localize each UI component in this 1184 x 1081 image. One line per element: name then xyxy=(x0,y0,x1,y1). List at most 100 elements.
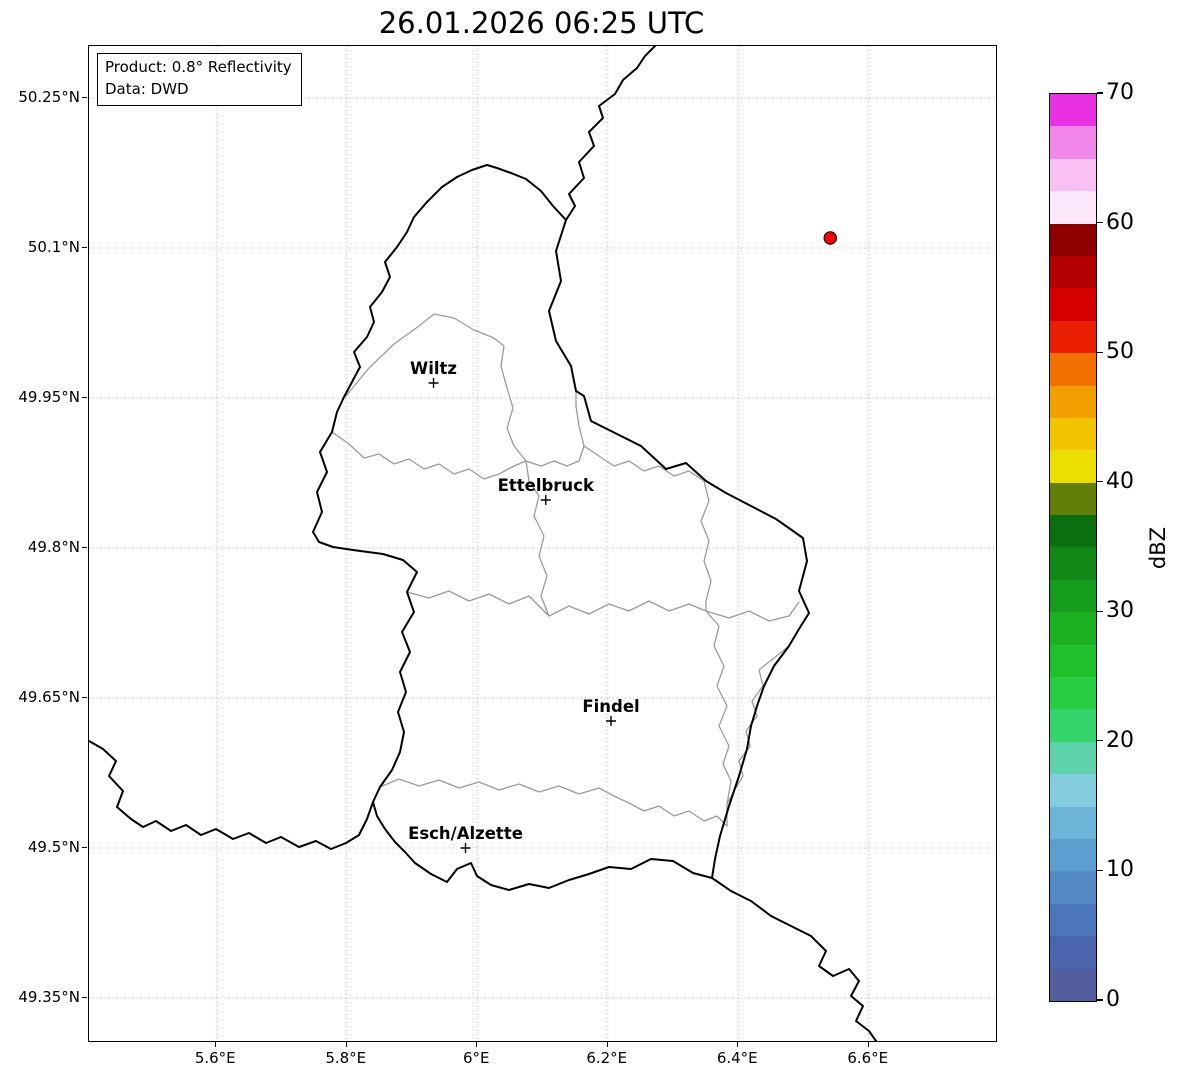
product-label: Product: 0.8° Reflectivity xyxy=(105,58,292,76)
y-axis-tick-mark xyxy=(82,397,87,399)
colorbar-segment xyxy=(1050,677,1096,710)
city-marker-group: Esch/Alzette xyxy=(408,824,523,853)
colorbar-segment xyxy=(1050,774,1096,807)
colorbar-tick-mark xyxy=(1097,869,1103,872)
neighbor-border-southwest xyxy=(89,740,374,850)
colorbar-segment xyxy=(1050,903,1096,937)
canton-border-line xyxy=(705,610,732,827)
y-axis-tick-label: 50.25°N xyxy=(18,88,80,106)
data-source-label: Data: DWD xyxy=(105,79,189,98)
colorbar xyxy=(1049,93,1097,1002)
colorbar-tick-mark xyxy=(1097,92,1103,94)
info-box: Product: 0.8° Reflectivity Data: DWD xyxy=(97,53,302,106)
colorbar-segment xyxy=(1050,806,1096,839)
colorbar-segment xyxy=(1050,838,1096,872)
colorbar-segment xyxy=(1050,450,1096,483)
colorbar-tick-mark xyxy=(1097,999,1103,1001)
neighbor-border-north xyxy=(565,46,656,221)
y-axis-tick-label: 49.35°N xyxy=(18,988,80,1006)
canton-border-line xyxy=(345,313,585,467)
y-axis-tick-label: 49.5°N xyxy=(27,838,80,856)
city-marker-group: Ettelbruck xyxy=(498,476,595,505)
x-axis-tick-label: 6.4°E xyxy=(716,1049,758,1067)
colorbar-segment xyxy=(1050,223,1096,256)
colorbar-segment xyxy=(1050,612,1096,645)
x-axis-tick-label: 6.2°E xyxy=(586,1049,628,1067)
colorbar-segment xyxy=(1050,936,1096,969)
colorbar-segment xyxy=(1050,871,1096,904)
colorbar-segment xyxy=(1050,482,1096,516)
city-marker-cross xyxy=(606,716,616,726)
y-axis-tick-mark xyxy=(82,847,87,849)
colorbar-tick-mark xyxy=(1097,351,1103,353)
colorbar-segment xyxy=(1050,417,1096,451)
country-border-luxembourg xyxy=(312,164,810,891)
canton-border-line xyxy=(726,645,790,805)
x-axis-tick-mark xyxy=(345,1042,347,1047)
country-borders xyxy=(89,46,877,1041)
x-axis-tick-mark xyxy=(867,1042,869,1047)
colorbar-segment xyxy=(1050,320,1096,354)
x-axis-tick-label: 6°E xyxy=(462,1049,490,1067)
colorbar-segment xyxy=(1050,158,1096,192)
y-axis-tick-label: 49.95°N xyxy=(18,388,80,406)
city-marker-group: Wiltz xyxy=(410,359,457,388)
colorbar-segment xyxy=(1050,353,1096,386)
colorbar-tick-mark xyxy=(1097,740,1103,742)
colorbar-segment xyxy=(1050,385,1096,418)
canton-border-line xyxy=(379,778,728,827)
y-axis-tick-mark xyxy=(82,547,87,549)
city-marker-cross xyxy=(460,843,471,853)
y-axis-tick-mark xyxy=(82,697,87,699)
colorbar-segment xyxy=(1050,191,1096,224)
city-label: Findel xyxy=(582,697,639,716)
canton-border-line xyxy=(525,460,550,617)
city-marker-cross xyxy=(428,378,439,388)
y-axis-tick-mark xyxy=(82,97,87,99)
colorbar-segment xyxy=(1050,968,1096,1001)
colorbar-segment xyxy=(1050,126,1096,159)
canton-borders xyxy=(331,313,800,827)
canton-border-line xyxy=(583,445,712,612)
x-axis-tick-mark xyxy=(737,1042,739,1047)
city-label: Wiltz xyxy=(410,359,457,378)
colorbar-tick-mark xyxy=(1097,610,1103,612)
y-axis-tick-label: 49.8°N xyxy=(27,538,80,556)
colorbar-tick-mark xyxy=(1097,481,1103,483)
colorbar-segment xyxy=(1050,709,1096,742)
x-axis-tick-label: 6.6°E xyxy=(847,1049,889,1067)
canton-border-line xyxy=(406,590,800,622)
y-axis-tick-label: 50.1°N xyxy=(27,238,80,256)
colorbar-segment xyxy=(1050,741,1096,775)
colorbar-segment xyxy=(1050,644,1096,678)
colorbar-unit-label: dBZ xyxy=(1146,526,1170,570)
map-svg: Wiltz Ettelbruck Findel Esch/Alzette xyxy=(89,46,996,1041)
colorbar-tick-mark xyxy=(1097,221,1103,224)
colorbar-segment xyxy=(1050,288,1096,321)
city-marker-group: Findel xyxy=(582,697,640,726)
canton-border-line xyxy=(331,431,527,480)
map-plot: Wiltz Ettelbruck Findel Esch/Alzette Produc… xyxy=(88,45,997,1042)
colorbar-segment xyxy=(1050,94,1096,127)
x-axis-tick-mark xyxy=(476,1042,478,1047)
colorbar-segment xyxy=(1050,579,1096,613)
colorbar-tick-label: 60 xyxy=(1106,209,1134,235)
colorbar-tick-label: 0 xyxy=(1106,987,1120,1012)
x-axis-tick-label: 5.6°E xyxy=(194,1049,236,1067)
colorbar-tick-label: 50 xyxy=(1106,339,1134,365)
x-axis-tick-mark xyxy=(215,1042,217,1047)
x-axis-tick-label: 5.8°E xyxy=(325,1049,367,1067)
x-axis-tick-mark xyxy=(606,1042,608,1047)
neighbor-border-southeast xyxy=(711,877,877,1041)
colorbar-tick-label: 10 xyxy=(1106,857,1134,883)
city-marker-cross xyxy=(540,495,551,505)
colorbar-tick-label: 20 xyxy=(1106,727,1134,753)
colorbar-segment xyxy=(1050,547,1096,580)
y-axis-tick-mark xyxy=(82,997,87,999)
radar-echo-layer xyxy=(823,231,837,245)
y-axis-tick-label: 49.65°N xyxy=(18,688,80,706)
colorbar-tick-label: 30 xyxy=(1106,598,1134,624)
cities-layer: Wiltz Ettelbruck Findel Esch/Alzette xyxy=(408,359,640,853)
city-label: Esch/Alzette xyxy=(408,824,523,843)
